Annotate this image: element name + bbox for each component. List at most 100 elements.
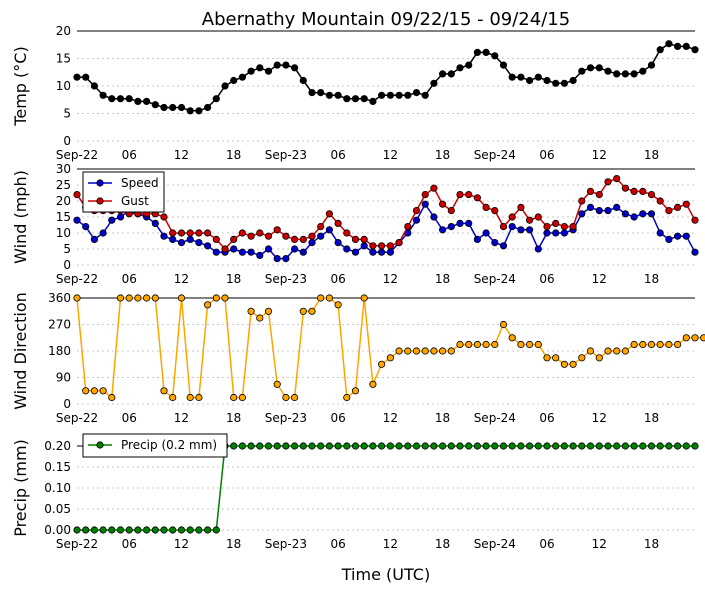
temp-data-point (604, 67, 612, 75)
dir-data-point (99, 387, 107, 395)
wind-data-point (491, 239, 499, 247)
precip-data-point (482, 442, 490, 450)
wind-data-point (377, 242, 386, 250)
temp-data-point (108, 95, 116, 103)
wind-data-point (438, 226, 447, 234)
wind-data-point (73, 216, 81, 224)
dir-data-point (604, 347, 612, 355)
temp-data-point (160, 103, 168, 112)
precip-data-point (169, 526, 177, 534)
wind-data-point (586, 203, 595, 211)
dir-data-point (499, 320, 508, 329)
temp-data-point (90, 82, 99, 90)
dir-data-point (647, 340, 656, 349)
dir-x-tick-label: 12 (383, 411, 398, 425)
temp-y-tick-label: 15 (56, 52, 71, 66)
precip-data-point (456, 442, 464, 450)
temp-x-tick-label: Sep-23 (265, 148, 307, 162)
precip-data-point (421, 442, 429, 450)
temp-data-point (543, 76, 551, 85)
wind-data-point (299, 248, 307, 256)
temp-data-point (282, 61, 290, 69)
temp-data-point (613, 70, 621, 78)
precip-data-point (299, 442, 307, 450)
precip-data-point (343, 442, 351, 450)
wind-data-point (525, 226, 534, 234)
temp-data-point (325, 91, 333, 99)
dir-data-point (256, 314, 264, 322)
temp-data-point (595, 64, 603, 72)
wind-data-point (256, 229, 264, 237)
temp-data-point (169, 103, 177, 112)
wind-legend: Speed Gust (82, 171, 165, 213)
wind-data-point (682, 232, 690, 240)
wind-data-point (334, 219, 342, 227)
temp-series-0 (73, 40, 699, 115)
temp-y-tick-label: 10 (56, 79, 71, 93)
wind-data-point (308, 239, 316, 247)
precip-legend-marker (96, 441, 104, 449)
dir-data-point (517, 340, 525, 349)
temp-x-tick-label: 12 (383, 148, 398, 162)
precip-data-point (534, 442, 542, 450)
wind-y-tick-label: 5 (63, 242, 71, 256)
precip-data-point (404, 442, 412, 450)
precip-data-point (395, 442, 403, 450)
dir-data-point (273, 380, 281, 388)
dir-data-point (534, 340, 542, 349)
precip-data-point (186, 526, 194, 534)
precip-data-point (230, 442, 238, 450)
temp-data-point (482, 48, 490, 57)
temp-data-point (134, 97, 142, 106)
temp-data-point (647, 61, 656, 69)
temp-data-point (421, 91, 429, 99)
dir-data-point (639, 340, 647, 349)
wind-data-point (343, 245, 351, 253)
wind-data-point (221, 245, 229, 253)
temp-data-point (273, 61, 281, 69)
wind-data-point (534, 245, 542, 253)
wind-legend-box (82, 171, 165, 213)
wind-data-point (682, 200, 690, 208)
wind-data-point (204, 242, 212, 250)
wind-y-tick-label: 15 (56, 210, 71, 224)
wind-data-point (604, 178, 612, 186)
temp-data-point (412, 89, 421, 97)
dir-data-point (308, 307, 316, 315)
temp-series-line (77, 42, 696, 112)
dir-data-point (247, 307, 255, 315)
wind-data-point (621, 184, 630, 192)
precip-data-point (639, 442, 647, 450)
wind-data-point (508, 223, 516, 231)
temp-data-point (204, 103, 212, 112)
precip-data-point (465, 442, 473, 450)
temp-x-tick-label: Sep-22 (56, 148, 98, 162)
wind-data-point (308, 232, 316, 240)
precip-y-tick-label: 0.00 (44, 523, 71, 537)
dir-data-point (578, 354, 586, 362)
precip-data-point (604, 442, 612, 450)
precip-y-tick-label: 0.15 (44, 460, 71, 474)
wind-data-point (169, 235, 177, 243)
temp-data-point (73, 73, 81, 81)
wind-data-point (108, 216, 116, 224)
temp-data-point (377, 91, 386, 99)
temp-y-tick-label: 5 (63, 107, 71, 121)
precip-data-point (108, 526, 116, 534)
temp-data-point (247, 67, 255, 75)
wind-data-point (334, 239, 342, 247)
dir-data-point (569, 360, 577, 368)
wind-x-tick-label: 12 (592, 272, 607, 286)
temp-data-point (465, 61, 473, 69)
temp-data-point (212, 95, 220, 103)
wind-y-tick-label: 25 (56, 178, 71, 192)
temp-data-point (230, 76, 238, 85)
wind-data-point (613, 203, 621, 211)
wind-data-point (299, 235, 307, 243)
dir-data-point (212, 294, 220, 302)
wind-x-tick-label: 18 (644, 272, 659, 286)
dir-y-tick-label: 90 (56, 371, 71, 385)
dir-y-tick-label: 360 (48, 291, 71, 305)
wind-data-point (578, 197, 586, 205)
wind-data-point (177, 229, 186, 237)
